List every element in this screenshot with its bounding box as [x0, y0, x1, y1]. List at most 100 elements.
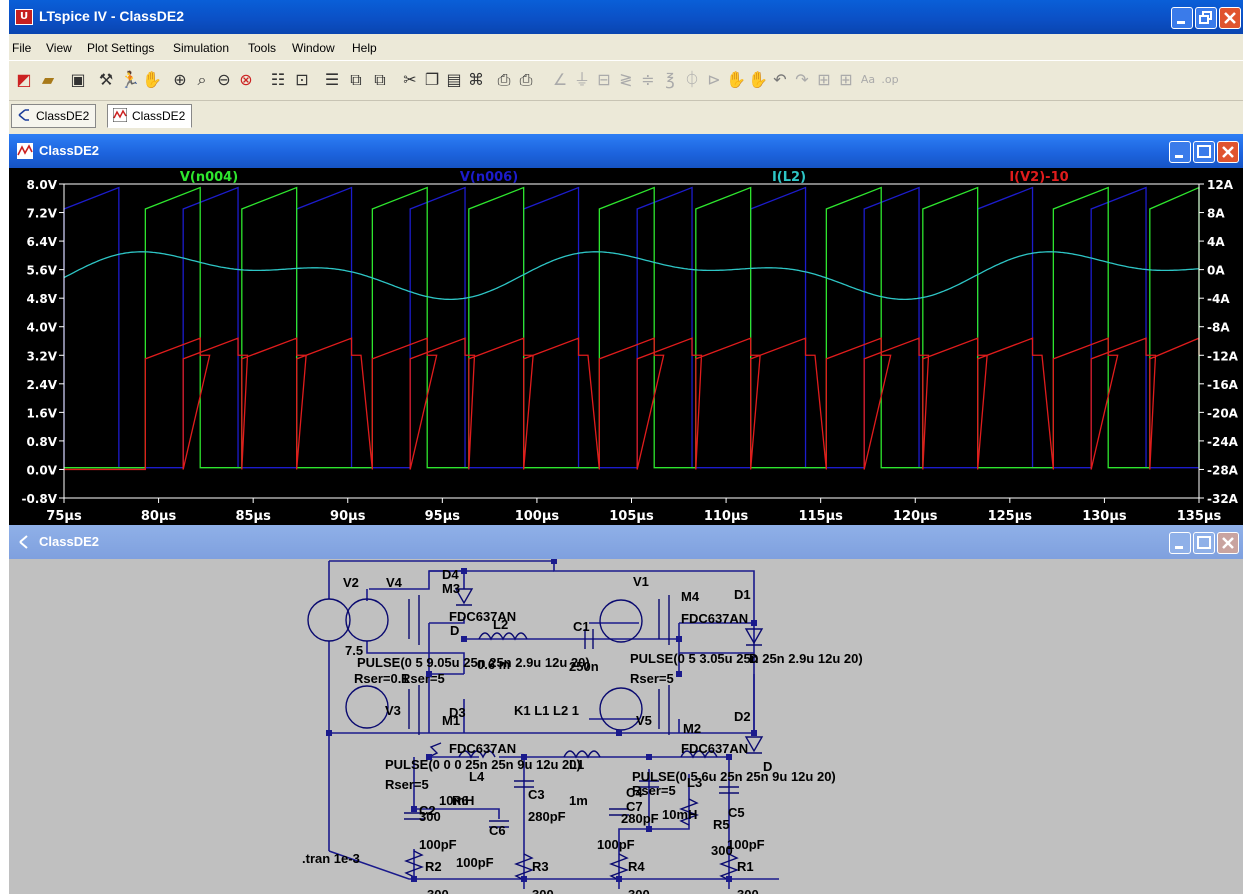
tab-schematic-label: ClassDE2	[36, 109, 90, 123]
inductor-l2-icon	[478, 632, 528, 641]
tab-waveform[interactable]: ClassDE2	[107, 104, 193, 128]
label-r6-value: 300	[419, 809, 441, 824]
trace-v-n006[interactable]	[63, 186, 1199, 469]
y-right-tick-label: -8A	[1207, 321, 1230, 335]
print-icon[interactable]: ⎙	[519, 70, 533, 89]
menu-view[interactable]: View	[46, 41, 72, 55]
label-v3-pulse: PULSE(0 0 0 25n 25n 9u 12u 20)	[385, 757, 581, 772]
schematic-components	[307, 588, 764, 881]
menu-plot-settings[interactable]: Plot Settings	[87, 41, 155, 55]
label-r4: R4	[628, 859, 645, 874]
diode-d2-icon	[744, 736, 764, 754]
rotate-icon[interactable]: ⊞	[817, 70, 831, 89]
tile-horizontal-icon[interactable]: ☰	[324, 70, 340, 89]
mirror-icon[interactable]: ⊞	[839, 70, 853, 89]
ground-icon[interactable]: ⏚	[573, 70, 590, 89]
waveform-close-button[interactable]	[1217, 141, 1239, 163]
maximize-icon	[1197, 536, 1211, 549]
open-folder-icon[interactable]: ▰	[41, 70, 55, 89]
trace-label[interactable]: V(n004)	[180, 170, 238, 185]
waveform-window: ClassDE2 8.0V 7.2V 6.4V 5.6V 4.8V 4.0V 3.2V 2.4…	[9, 134, 1243, 544]
spice-directive-icon[interactable]: .op	[881, 73, 899, 86]
schematic-maximize-button[interactable]	[1193, 532, 1215, 554]
waveform-minimize-button[interactable]	[1169, 141, 1191, 163]
label-net-icon[interactable]: ⊟	[597, 70, 611, 89]
label-m4-d: D	[749, 651, 758, 666]
control-panel-icon[interactable]: ⚒	[98, 70, 114, 89]
zoom-out-icon[interactable]: ⊖	[217, 70, 231, 89]
trace-i-l2[interactable]	[63, 251, 1200, 301]
resistor-r5-icon	[679, 798, 699, 826]
move-icon[interactable]: ✋	[726, 70, 746, 89]
label-l2-value: 0.6 m	[477, 657, 510, 672]
new-schematic-icon[interactable]: ◩	[16, 70, 32, 89]
label-v1-rser: Rser=5	[630, 671, 674, 686]
save-icon[interactable]: ▣	[70, 70, 86, 89]
schematic-canvas[interactable]: V2 V4 D4 M3 FDC637AN 7.5 PULSE(0 5 9.05u…	[9, 558, 1243, 894]
waveform-window-title: ClassDE2	[39, 143, 99, 158]
waveform-maximize-button[interactable]	[1193, 141, 1215, 163]
waveform-plot[interactable]: 8.0V 7.2V 6.4V 5.6V 4.8V 4.0V 3.2V 2.4V 1.6V 0.8V…	[9, 168, 1243, 544]
restore-button[interactable]	[1195, 7, 1217, 29]
close-button[interactable]	[1219, 7, 1241, 29]
label-v4: V4	[386, 575, 403, 590]
component-icon[interactable]: ⊳	[707, 70, 721, 89]
toolbar: ◩ ▰ ▣ ⚒ 🏃 ✋ ⊕ ⌕ ⊖ ⊗ ☷ ⊡ ☰ ⧉ ⧉ ✂ ❐ ▤ ⌘ ⎙ …	[9, 60, 1243, 101]
trace-label[interactable]: V(n006)	[460, 170, 518, 185]
tile-vertical-icon[interactable]: ⧉	[374, 70, 386, 89]
label-c3-value: 280pF	[528, 809, 566, 824]
find-icon[interactable]: ⌘	[468, 70, 484, 89]
x-tick-label: 125µs	[988, 509, 1033, 524]
menu-file[interactable]: File	[12, 41, 32, 55]
title-bar[interactable]: U LTspice IV - ClassDE2	[9, 0, 1243, 34]
halt-icon[interactable]: ✋	[142, 70, 162, 89]
inductor-icon[interactable]: ℥	[665, 70, 675, 89]
mark-plot-icon[interactable]: ⊡	[295, 70, 309, 89]
pan-icon[interactable]: ⌕	[197, 70, 207, 89]
label-v1-pulse: PULSE(0 5 3.05u 25n 25n 2.9u 12u 20)	[630, 651, 863, 666]
window-title: LTspice IV - ClassDE2	[39, 8, 184, 24]
undo-icon[interactable]: ↶	[773, 70, 787, 89]
label-c6: C6	[489, 823, 506, 838]
waveform-window-titlebar[interactable]: ClassDE2	[9, 134, 1243, 168]
y-right-tick-label: -28A	[1207, 463, 1239, 477]
cut-icon[interactable]: ✂	[403, 70, 417, 89]
schematic-close-button[interactable]	[1217, 532, 1239, 554]
diode-d4-icon	[454, 588, 474, 606]
schematic-window-titlebar[interactable]: ClassDE2	[9, 525, 1243, 559]
cascade-icon[interactable]: ⧉	[350, 70, 362, 89]
y-left-tick-label: -0.8V	[21, 492, 57, 506]
minimize-button[interactable]	[1171, 7, 1193, 29]
menu-tools[interactable]: Tools	[248, 41, 277, 55]
run-icon[interactable]: 🏃	[120, 70, 140, 89]
trace-i-v2-minus-10[interactable]	[64, 337, 1200, 471]
diode-icon[interactable]: ⏀	[683, 70, 700, 89]
copy-icon[interactable]: ❐	[424, 70, 440, 89]
menu-simulation[interactable]: Simulation	[173, 41, 230, 55]
menu-help[interactable]: Help	[352, 41, 377, 55]
zoom-in-icon[interactable]: ⊕	[173, 70, 187, 89]
schematic-drawing[interactable]: V2 V4 D4 M3 FDC637AN 7.5 PULSE(0 5 9.05u…	[9, 558, 1243, 894]
zoom-fit-icon[interactable]: ⊗	[239, 70, 253, 89]
schematic-minimize-button[interactable]	[1169, 532, 1191, 554]
x-tick-label: 135µs	[1177, 509, 1222, 524]
tab-schematic[interactable]: ClassDE2	[11, 104, 97, 128]
menu-window[interactable]: Window	[292, 41, 335, 55]
trace-v-n004[interactable]	[64, 186, 1200, 469]
resistor-r1-icon	[719, 853, 739, 881]
drag-icon[interactable]: ✋	[748, 70, 768, 89]
trace-label[interactable]: I(V2)-10	[1009, 170, 1068, 185]
text-icon[interactable]: Aa	[860, 73, 876, 86]
print-setup-icon[interactable]: ⎙	[497, 70, 511, 89]
waveform-chart[interactable]: 8.0V 7.2V 6.4V 5.6V 4.8V 4.0V 3.2V 2.4V 1.6V 0.8V…	[9, 168, 1243, 544]
autorange-icon[interactable]: ☷	[270, 70, 286, 89]
trace-label[interactable]: I(L2)	[772, 170, 806, 185]
redo-icon[interactable]: ↷	[795, 70, 809, 89]
y-right-tick-label: 0A	[1207, 264, 1225, 278]
y-right-tick-label: -24A	[1207, 435, 1239, 449]
capacitor-icon[interactable]: ≑	[641, 70, 655, 89]
paste-icon[interactable]: ▤	[446, 70, 462, 89]
resistor-icon[interactable]: ≷	[619, 70, 633, 89]
label-r6: R6	[452, 793, 469, 808]
wire-icon[interactable]: ∠	[552, 70, 568, 89]
